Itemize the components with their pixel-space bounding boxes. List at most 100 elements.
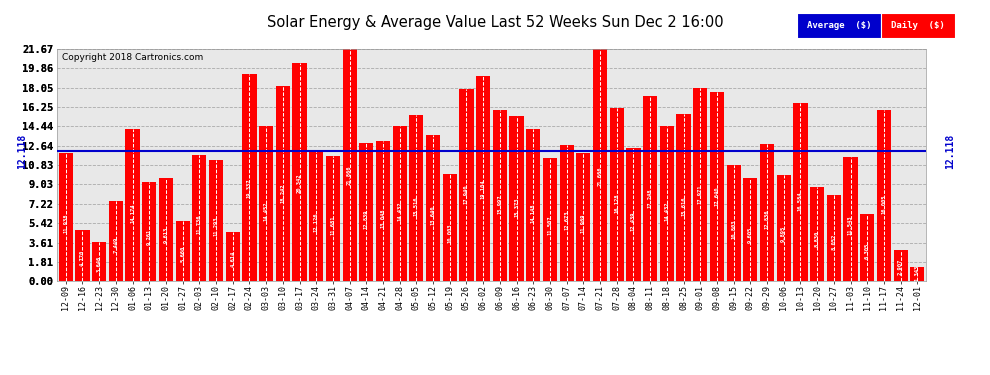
Bar xyxy=(359,144,373,281)
Text: 14.432: 14.432 xyxy=(664,202,669,221)
Bar xyxy=(343,46,356,281)
Bar xyxy=(476,76,490,281)
Text: 10.803: 10.803 xyxy=(732,219,737,239)
Bar xyxy=(75,230,89,281)
Text: Average  ($): Average ($) xyxy=(807,21,871,30)
Text: 8.830: 8.830 xyxy=(815,231,820,247)
Bar xyxy=(109,201,123,281)
Text: 11.681: 11.681 xyxy=(331,215,336,235)
Text: 18.242: 18.242 xyxy=(280,183,285,203)
Text: 17.248: 17.248 xyxy=(647,188,652,208)
Text: 11.507: 11.507 xyxy=(547,216,552,236)
Text: 16.005: 16.005 xyxy=(881,194,886,214)
Text: 9.261: 9.261 xyxy=(147,228,151,244)
Bar xyxy=(259,126,273,281)
Text: 12.836: 12.836 xyxy=(764,210,769,229)
Bar xyxy=(827,195,841,281)
Text: 1.343: 1.343 xyxy=(915,264,920,281)
Bar xyxy=(743,178,757,281)
Bar xyxy=(576,153,590,281)
Text: 12.673: 12.673 xyxy=(564,210,569,230)
Text: 12.118: 12.118 xyxy=(17,134,27,169)
Bar xyxy=(459,89,473,281)
Text: Solar Energy & Average Value Last 52 Weeks Sun Dec 2 16:00: Solar Energy & Average Value Last 52 Wee… xyxy=(266,15,724,30)
Bar xyxy=(627,148,641,281)
Bar xyxy=(843,158,857,281)
Bar xyxy=(209,160,223,281)
Text: Daily  ($): Daily ($) xyxy=(891,21,945,30)
Text: 9.895: 9.895 xyxy=(781,225,786,242)
Bar xyxy=(860,214,874,281)
Bar xyxy=(510,116,524,281)
Bar xyxy=(443,174,457,281)
Text: 11.293: 11.293 xyxy=(214,217,219,237)
Bar xyxy=(593,49,607,281)
Text: 2.907: 2.907 xyxy=(898,259,903,275)
Bar xyxy=(126,129,140,281)
Bar xyxy=(409,115,424,281)
Text: 19.337: 19.337 xyxy=(247,178,251,198)
Text: 14.432: 14.432 xyxy=(397,202,402,221)
Text: 8.052: 8.052 xyxy=(832,234,837,250)
Bar xyxy=(226,232,240,281)
Text: 11.938: 11.938 xyxy=(63,214,68,233)
Text: 12.839: 12.839 xyxy=(363,210,369,229)
Bar xyxy=(92,242,106,281)
Text: 21.666: 21.666 xyxy=(598,167,603,186)
Text: 9.605: 9.605 xyxy=(747,227,752,243)
Text: 10.003: 10.003 xyxy=(447,223,452,243)
Bar xyxy=(493,110,507,281)
Text: 20.342: 20.342 xyxy=(297,173,302,193)
Bar xyxy=(192,155,207,281)
Text: 11.736: 11.736 xyxy=(197,215,202,234)
Text: 12.126: 12.126 xyxy=(314,213,319,232)
Bar xyxy=(610,108,624,281)
Bar xyxy=(143,182,156,281)
Text: 15.616: 15.616 xyxy=(681,196,686,216)
Bar xyxy=(810,186,825,281)
Text: 5.660: 5.660 xyxy=(180,246,185,262)
Text: 14.148: 14.148 xyxy=(531,203,536,223)
Bar xyxy=(276,86,290,281)
Text: 14.452: 14.452 xyxy=(263,202,268,221)
Bar xyxy=(710,92,724,281)
Bar xyxy=(910,267,925,281)
Text: 3.646: 3.646 xyxy=(97,255,102,272)
Text: 4.614: 4.614 xyxy=(231,251,236,267)
Text: 15.997: 15.997 xyxy=(497,194,502,214)
Text: 4.770: 4.770 xyxy=(80,250,85,266)
Bar xyxy=(877,110,891,281)
Text: 21.866: 21.866 xyxy=(347,166,352,185)
Text: 15.373: 15.373 xyxy=(514,197,519,217)
Text: 13.048: 13.048 xyxy=(380,209,385,228)
Bar xyxy=(760,144,774,281)
Bar xyxy=(526,129,541,281)
Bar xyxy=(693,88,707,281)
Text: 17.940: 17.940 xyxy=(464,185,469,204)
Bar xyxy=(793,104,808,281)
Bar xyxy=(776,175,791,281)
Bar xyxy=(376,141,390,281)
Bar xyxy=(175,220,190,281)
Text: 15.516: 15.516 xyxy=(414,196,419,216)
Bar xyxy=(326,156,340,281)
Bar xyxy=(644,96,657,281)
Bar xyxy=(659,126,674,281)
Text: 17.971: 17.971 xyxy=(698,185,703,204)
Bar xyxy=(158,178,173,281)
Bar xyxy=(58,153,73,281)
Bar xyxy=(426,135,441,281)
Text: 17.640: 17.640 xyxy=(715,186,720,206)
Text: 19.104: 19.104 xyxy=(481,179,486,199)
Text: 6.305: 6.305 xyxy=(864,243,869,259)
Bar xyxy=(559,145,574,281)
Text: 9.613: 9.613 xyxy=(163,227,168,243)
Bar xyxy=(309,151,324,281)
Bar xyxy=(727,165,741,281)
Text: 14.174: 14.174 xyxy=(130,203,135,223)
Bar xyxy=(676,114,691,281)
Bar xyxy=(543,158,557,281)
Text: 16.128: 16.128 xyxy=(614,194,620,213)
Bar xyxy=(292,63,307,281)
Bar xyxy=(894,250,908,281)
